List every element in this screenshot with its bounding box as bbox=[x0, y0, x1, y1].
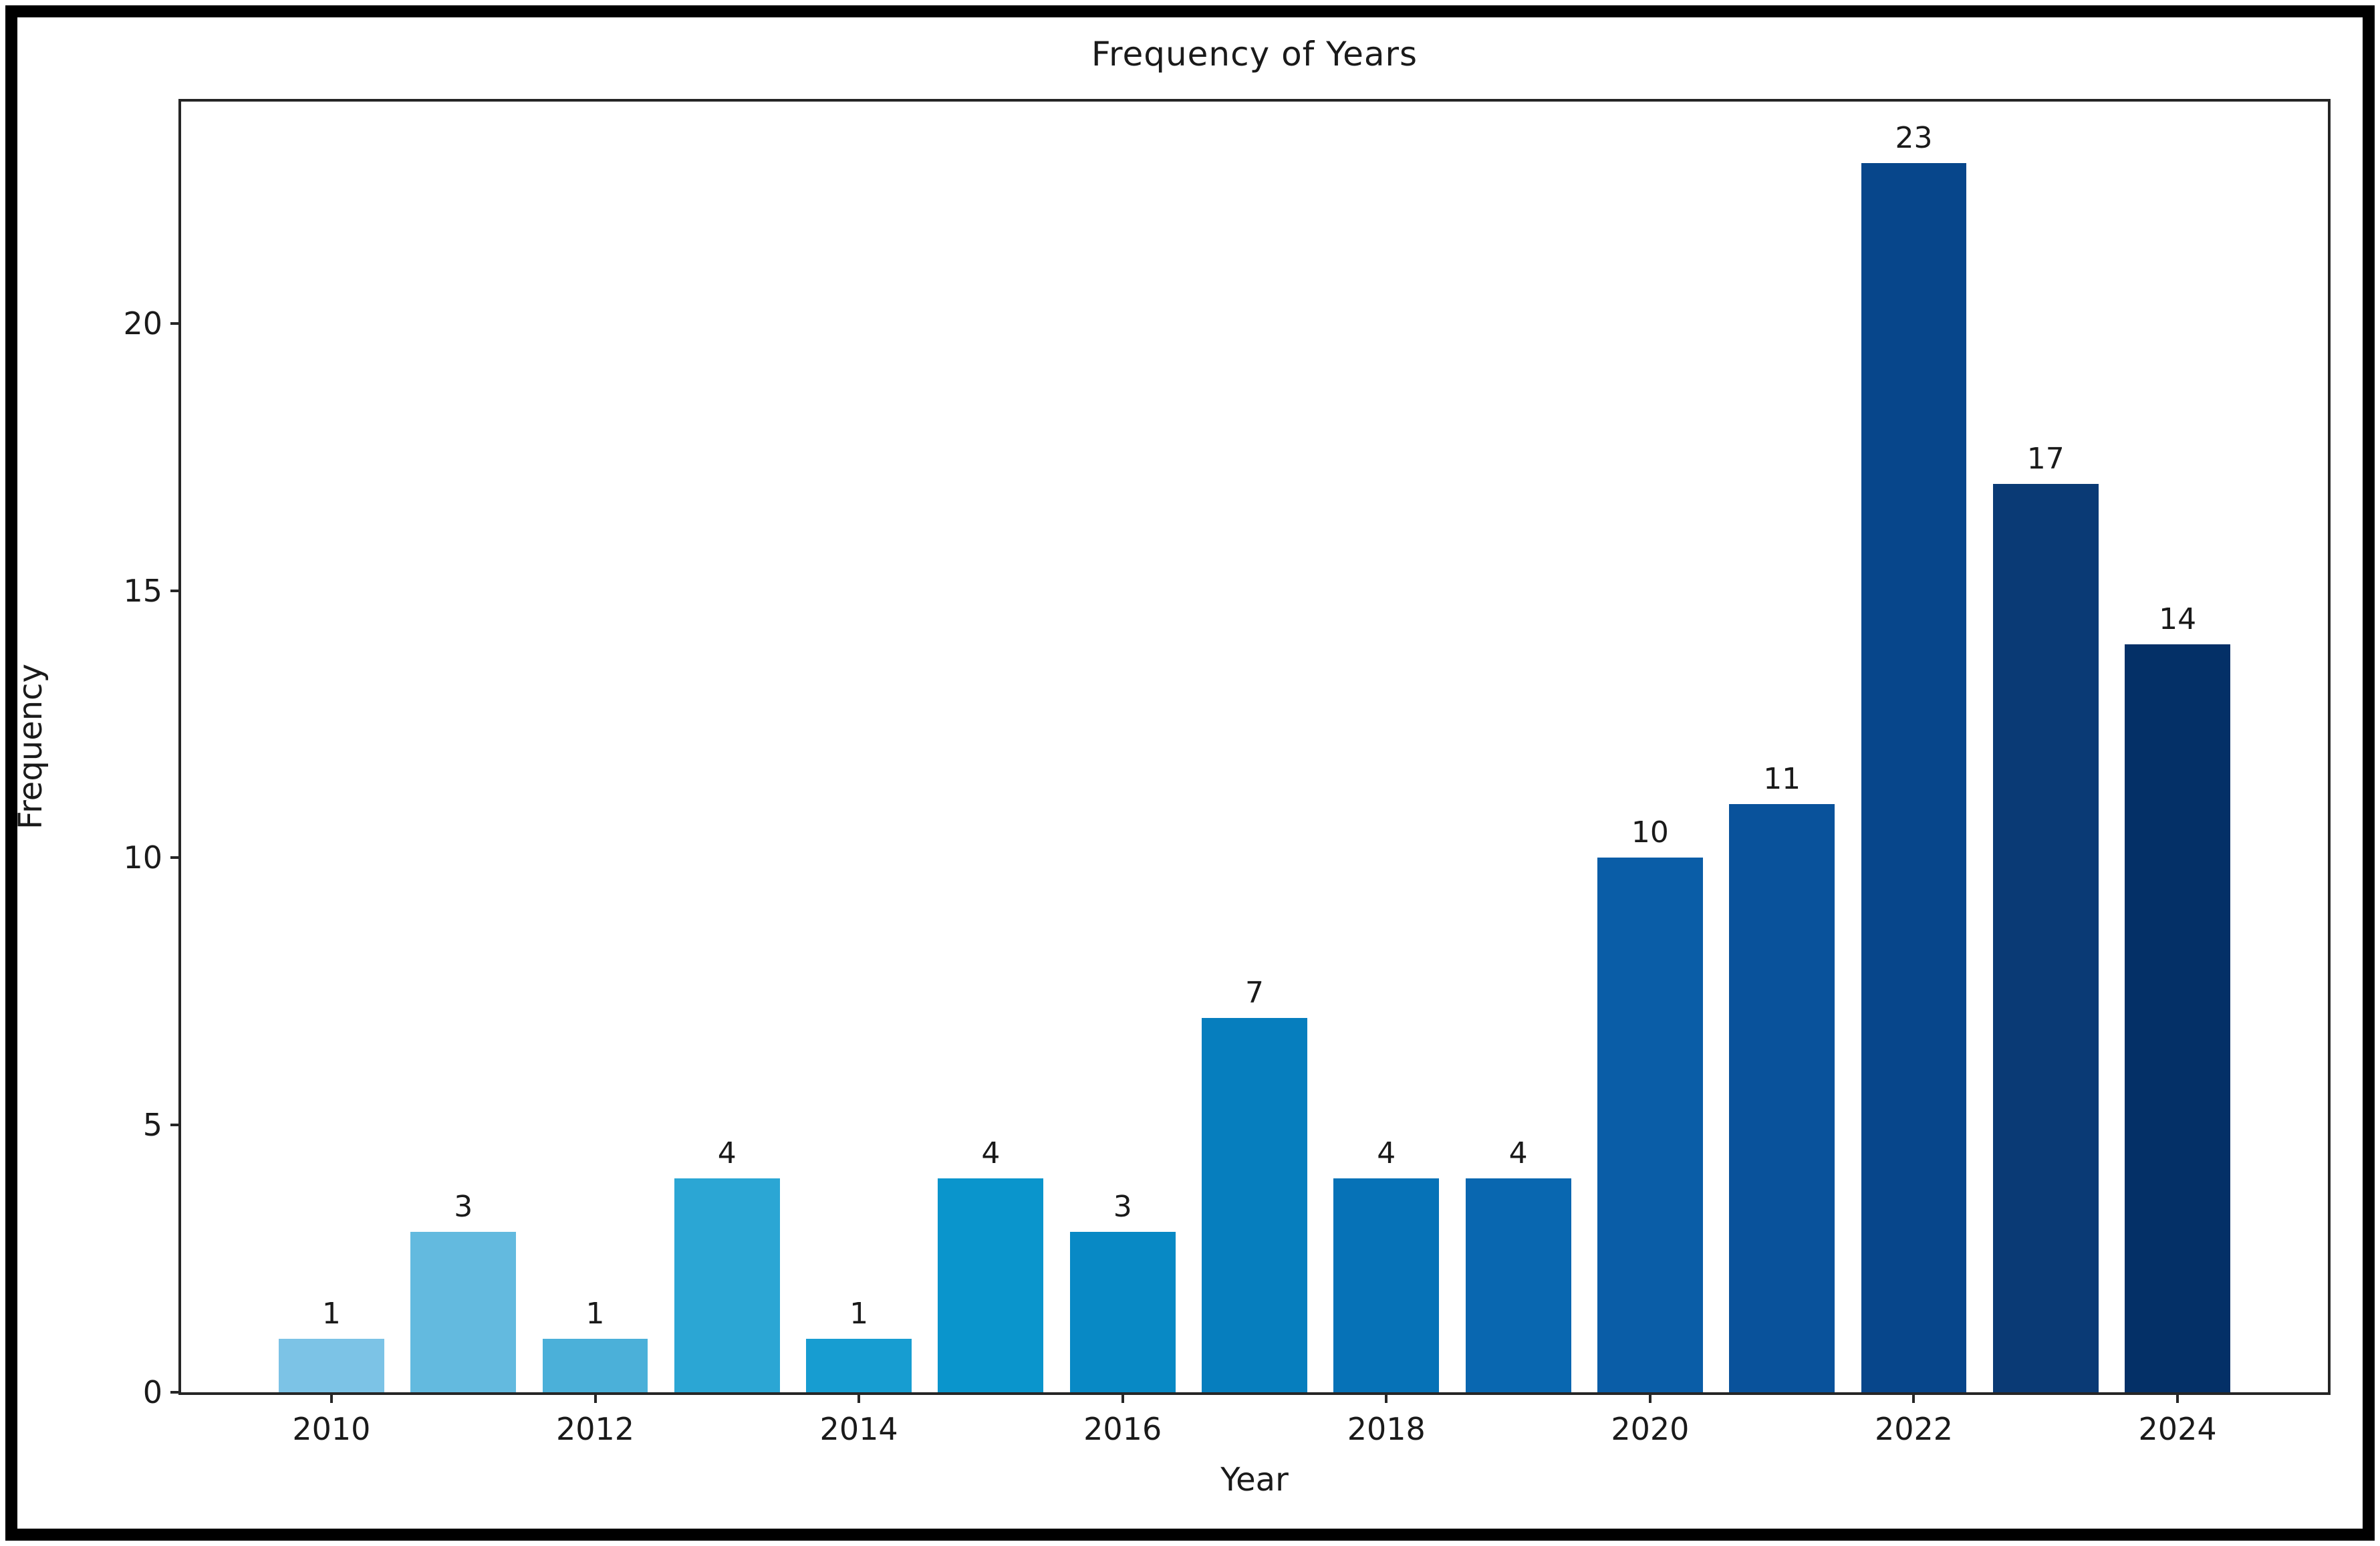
x-tick-label-2014: 2014 bbox=[819, 1411, 898, 1447]
bar-value-label-2014: 1 bbox=[849, 1297, 869, 1331]
x-tick-label-2018: 2018 bbox=[1347, 1411, 1426, 1447]
y-tick-label-20: 20 bbox=[123, 305, 162, 342]
x-tick-label-2022: 2022 bbox=[1874, 1411, 1954, 1447]
y-axis-label: Frequency bbox=[12, 664, 49, 829]
bar-value-label-2022: 23 bbox=[1895, 120, 1933, 155]
bar-value-label-2015: 4 bbox=[981, 1136, 1001, 1171]
bar-2014 bbox=[806, 1339, 912, 1392]
bar-2011 bbox=[410, 1232, 517, 1392]
x-tick-label-2016: 2016 bbox=[1083, 1411, 1162, 1447]
x-tick-mark-2022 bbox=[1912, 1392, 1915, 1403]
bar-value-label-2012: 1 bbox=[585, 1297, 605, 1331]
plot-area: 1 3 1 4 1 4 3 7 4 4 10 11 23 17 14 2010 2012 2014 2016 2018… bbox=[123, 99, 2331, 1447]
bar-2016 bbox=[1069, 1232, 1176, 1392]
bar-2020 bbox=[1597, 858, 1703, 1392]
bar-2013 bbox=[674, 1178, 780, 1392]
bar-value-label-2011: 3 bbox=[454, 1190, 473, 1225]
x-axis-label: Year bbox=[1220, 1461, 1289, 1499]
y-tick-mark-20 bbox=[170, 321, 181, 325]
y-tick-mark-10 bbox=[170, 856, 181, 860]
bar-value-label-2017: 7 bbox=[1245, 976, 1264, 1011]
bar-2015 bbox=[938, 1178, 1044, 1392]
x-tick-mark-2018 bbox=[1385, 1392, 1388, 1403]
x-tick-label-2012: 2012 bbox=[555, 1411, 635, 1447]
bar-value-label-2016: 3 bbox=[1113, 1190, 1132, 1225]
x-tick-mark-2010 bbox=[329, 1392, 333, 1403]
bar-value-label-2013: 4 bbox=[717, 1136, 737, 1171]
bar-value-label-2024: 14 bbox=[2159, 602, 2197, 636]
bar-2018 bbox=[1333, 1178, 1440, 1392]
x-tick-mark-2020 bbox=[1648, 1392, 1651, 1403]
x-tick-mark-2014 bbox=[857, 1392, 861, 1403]
x-tick-label-2010: 2010 bbox=[292, 1411, 371, 1447]
bar-2024 bbox=[2125, 644, 2230, 1392]
bar-2022 bbox=[1861, 162, 1967, 1392]
bar-2023 bbox=[1992, 483, 2099, 1392]
bar-value-label-2010: 1 bbox=[321, 1297, 341, 1331]
x-tick-label-2024: 2024 bbox=[2138, 1411, 2217, 1447]
x-tick-mark-2024 bbox=[2176, 1392, 2179, 1403]
y-tick-label-10: 10 bbox=[123, 840, 162, 876]
y-tick-mark-15 bbox=[170, 589, 181, 592]
x-tick-label-2020: 2020 bbox=[1611, 1411, 1690, 1447]
y-tick-mark-0 bbox=[170, 1391, 181, 1394]
x-tick-mark-2012 bbox=[593, 1392, 597, 1403]
x-tick-mark-2016 bbox=[1121, 1392, 1124, 1403]
y-tick-label-0: 0 bbox=[142, 1374, 162, 1410]
bar-value-label-2023: 17 bbox=[2026, 441, 2065, 476]
y-tick-mark-5 bbox=[170, 1124, 181, 1127]
bar-value-label-2019: 4 bbox=[1508, 1136, 1528, 1171]
bar-2019 bbox=[1465, 1178, 1571, 1392]
bar-value-label-2021: 11 bbox=[1763, 762, 1801, 797]
bar-2012 bbox=[542, 1339, 648, 1392]
bar-value-label-2018: 4 bbox=[1377, 1136, 1396, 1171]
y-tick-label-15: 15 bbox=[123, 572, 162, 609]
bar-value-label-2020: 10 bbox=[1631, 815, 1669, 850]
bar-2010 bbox=[279, 1339, 384, 1392]
bar-2021 bbox=[1729, 804, 1835, 1392]
bar-2017 bbox=[1202, 1018, 1307, 1392]
y-tick-label-5: 5 bbox=[142, 1107, 162, 1144]
chart-title: Frequency of Years bbox=[1091, 35, 1418, 74]
